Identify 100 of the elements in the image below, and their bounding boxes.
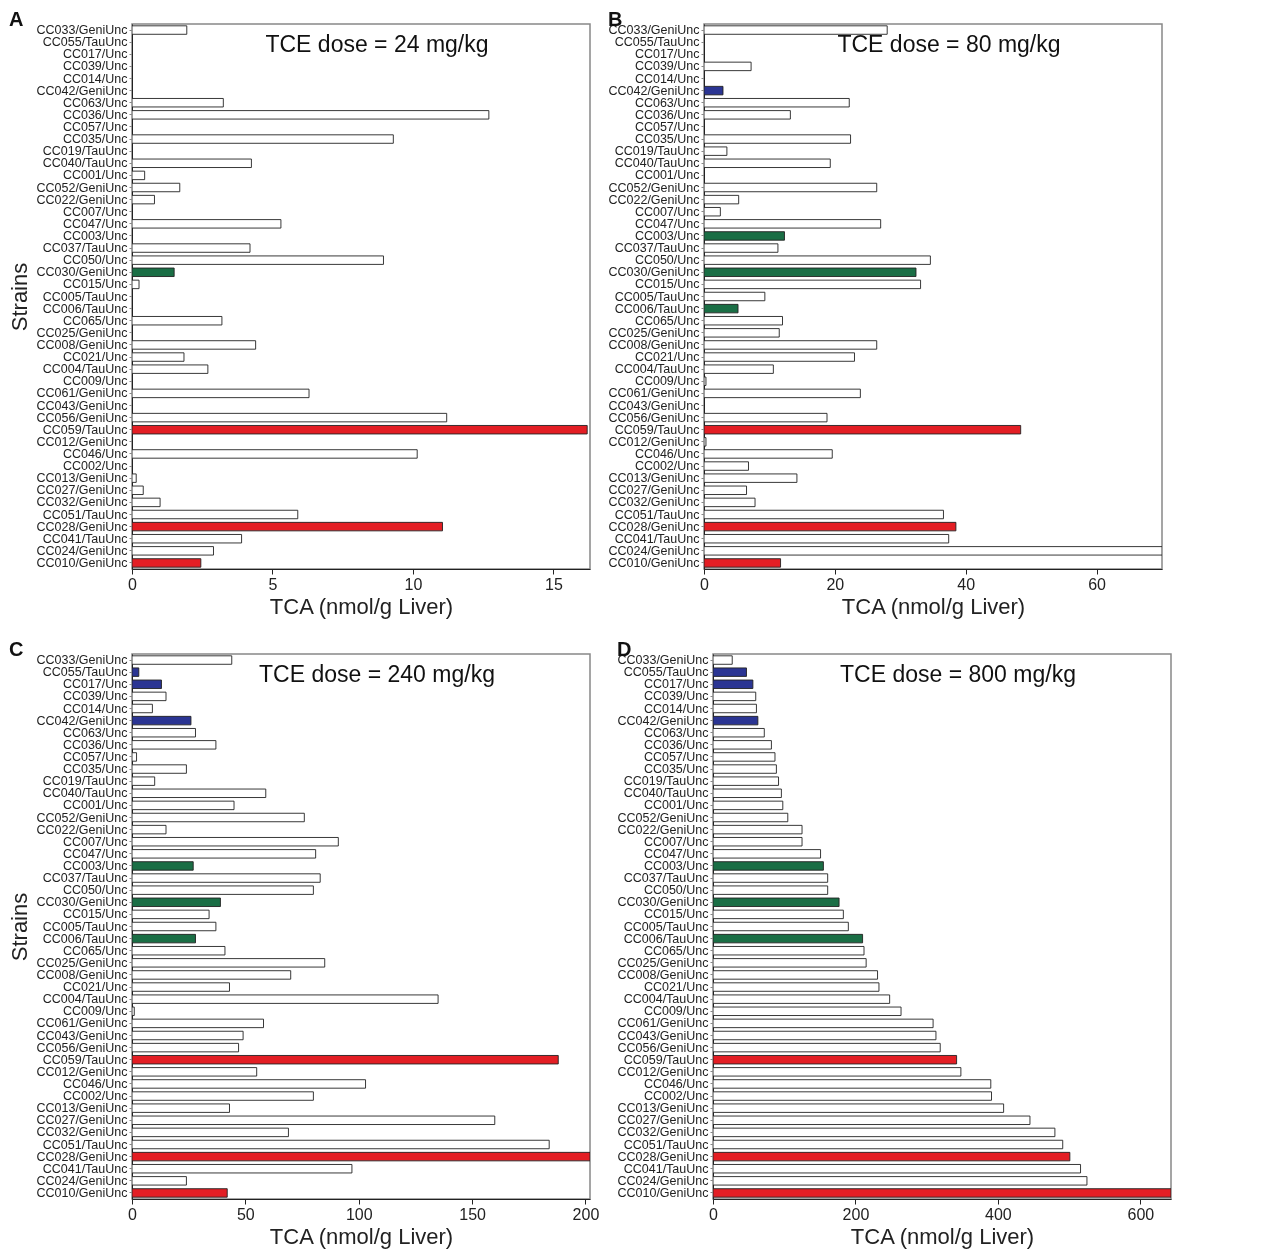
y-tick-label: CC032/GeniUnc	[608, 495, 700, 510]
y-axis-title: Strains	[7, 262, 33, 332]
x-tick-label: 0	[128, 575, 138, 593]
x-tick-label: 0	[709, 1205, 719, 1223]
x-tick-label: 150	[459, 1205, 487, 1223]
x-tick-label: 20	[826, 575, 845, 593]
y-tick-label: CC032/GeniUnc	[617, 1125, 709, 1140]
y-tick-label: CC010/GeniUnc	[608, 555, 700, 570]
y-tick-label: CC050/Unc	[62, 883, 128, 898]
y-tick-label: CC021/Unc	[643, 980, 709, 995]
annotation: TCE dose = 80 mg/kg	[837, 31, 1061, 57]
y-tick-label: CC037/TauUnc	[614, 241, 700, 256]
y-tick-label: CC017/Unc	[62, 47, 128, 62]
y-tick-label: CC055/TauUnc	[42, 35, 128, 50]
y-tick-label: CC041/TauUnc	[623, 1161, 709, 1176]
y-tick-label: CC065/Unc	[643, 943, 709, 958]
y-tick-label: CC017/Unc	[643, 677, 709, 692]
y-tick-label: CC001/Unc	[643, 798, 709, 813]
y-tick-label: CC059/TauUnc	[614, 422, 700, 437]
y-tick-label: CC039/Unc	[634, 59, 700, 74]
y-tick-label: CC055/TauUnc	[614, 35, 700, 50]
y-tick-label: CC014/Unc	[62, 701, 128, 716]
y-tick-label: CC056/GeniUnc	[36, 1040, 128, 1055]
y-tick-label: CC027/GeniUnc	[36, 1113, 128, 1128]
y-tick-label: CC035/Unc	[62, 762, 128, 777]
y-tick-label: CC055/TauUnc	[42, 665, 128, 680]
y-tick-label: CC002/Unc	[634, 459, 700, 474]
y-tick-label: CC015/Unc	[62, 907, 128, 922]
y-tick-label: CC009/Unc	[634, 374, 700, 389]
y-tick-label: CC009/Unc	[62, 1004, 128, 1019]
chart-title: A	[8, 7, 24, 30]
y-tick-label: CC059/TauUnc	[42, 422, 128, 437]
y-tick-label: CC051/TauUnc	[42, 1137, 128, 1152]
y-tick-label: CC007/Unc	[634, 204, 700, 219]
y-tick-label: CC057/Unc	[62, 119, 128, 134]
x-tick-label: 200	[572, 1205, 600, 1223]
y-tick-label: CC019/TauUnc	[42, 774, 128, 789]
annotation: TCE dose = 24 mg/kg	[265, 31, 489, 57]
y-tick-label: CC051/TauUnc	[614, 507, 700, 522]
y-tick-label: CC030/GeniUnc	[36, 265, 128, 280]
y-tick-label: CC010/GeniUnc	[36, 1185, 128, 1200]
x-tick-label: 50	[236, 1205, 255, 1223]
y-tick-label: CC002/Unc	[643, 1089, 709, 1104]
y-tick-label: CC003/Unc	[643, 858, 709, 873]
y-tick-label: CC063/Unc	[643, 725, 709, 740]
y-tick-label: CC035/Unc	[62, 132, 128, 147]
y-tick-label: CC013/GeniUnc	[617, 1101, 709, 1116]
y-tick-label: CC043/GeniUnc	[36, 398, 128, 413]
y-tick-label: CC039/Unc	[62, 59, 128, 74]
y-tick-label: CC037/TauUnc	[42, 241, 128, 256]
y-tick-label: CC063/Unc	[634, 95, 700, 110]
y-tick-label: CC047/Unc	[62, 216, 128, 231]
y-tick-label: CC014/Unc	[62, 71, 128, 86]
y-tick-label: CC028/GeniUnc	[36, 1149, 128, 1164]
y-tick-label: CC003/Unc	[62, 858, 128, 873]
y-tick-label: CC004/TauUnc	[42, 992, 128, 1007]
y-tick-label: CC008/GeniUnc	[617, 967, 709, 982]
y-tick-label: CC046/Unc	[634, 446, 700, 461]
y-tick-label: CC009/Unc	[643, 1004, 709, 1019]
y-tick-label: CC027/GeniUnc	[36, 483, 128, 498]
y-tick-label: CC056/GeniUnc	[617, 1040, 709, 1055]
y-tick-label: CC005/TauUnc	[42, 289, 128, 304]
y-tick-label: CC024/GeniUnc	[608, 543, 700, 558]
y-tick-label: CC043/GeniUnc	[617, 1028, 709, 1043]
y-tick-label: CC042/GeniUnc	[617, 713, 709, 728]
y-tick-label: CC061/GeniUnc	[608, 386, 700, 401]
y-tick-label: CC056/GeniUnc	[608, 410, 700, 425]
y-tick-label: CC051/TauUnc	[42, 507, 128, 522]
y-tick-label: CC030/GeniUnc	[617, 895, 709, 910]
y-tick-label: CC032/GeniUnc	[36, 1125, 128, 1140]
y-tick-label: CC004/TauUnc	[614, 362, 700, 377]
x-tick-label: 400	[985, 1205, 1012, 1223]
y-tick-label: CC030/GeniUnc	[608, 265, 700, 280]
y-tick-label: CC019/TauUnc	[623, 774, 709, 789]
y-tick-label: CC052/GeniUnc	[36, 810, 128, 825]
x-tick-label: 600	[1127, 1205, 1155, 1223]
y-tick-label: CC004/TauUnc	[42, 362, 128, 377]
y-tick-label: CC021/Unc	[62, 350, 128, 365]
y-tick-label: CC009/Unc	[62, 374, 128, 389]
y-tick-label: CC007/Unc	[643, 834, 709, 849]
y-tick-label: CC061/GeniUnc	[36, 386, 128, 401]
y-tick-label: CC052/GeniUnc	[36, 180, 128, 195]
y-tick-label: CC057/Unc	[643, 749, 709, 764]
y-tick-label: CC025/GeniUnc	[36, 955, 128, 970]
y-tick-label: CC047/Unc	[634, 216, 700, 231]
y-tick-label: CC017/Unc	[634, 47, 700, 62]
y-tick-label: CC008/GeniUnc	[36, 337, 128, 352]
y-tick-label: CC002/Unc	[62, 459, 128, 474]
y-tick-label: CC040/TauUnc	[614, 156, 700, 171]
y-tick-label: CC015/Unc	[62, 277, 128, 292]
y-tick-label: CC051/TauUnc	[623, 1137, 709, 1152]
y-tick-label: CC036/Unc	[62, 107, 128, 122]
y-tick-label: CC028/GeniUnc	[36, 519, 128, 534]
y-tick-label: CC030/GeniUnc	[36, 895, 128, 910]
y-tick-label: CC012/GeniUnc	[36, 1064, 128, 1079]
annotation: TCE dose = 240 mg/kg	[259, 661, 495, 687]
y-tick-label: CC007/Unc	[62, 204, 128, 219]
y-tick-label: CC006/TauUnc	[42, 301, 128, 316]
y-tick-label: CC035/Unc	[634, 132, 700, 147]
y-tick-label: CC065/Unc	[634, 313, 700, 328]
